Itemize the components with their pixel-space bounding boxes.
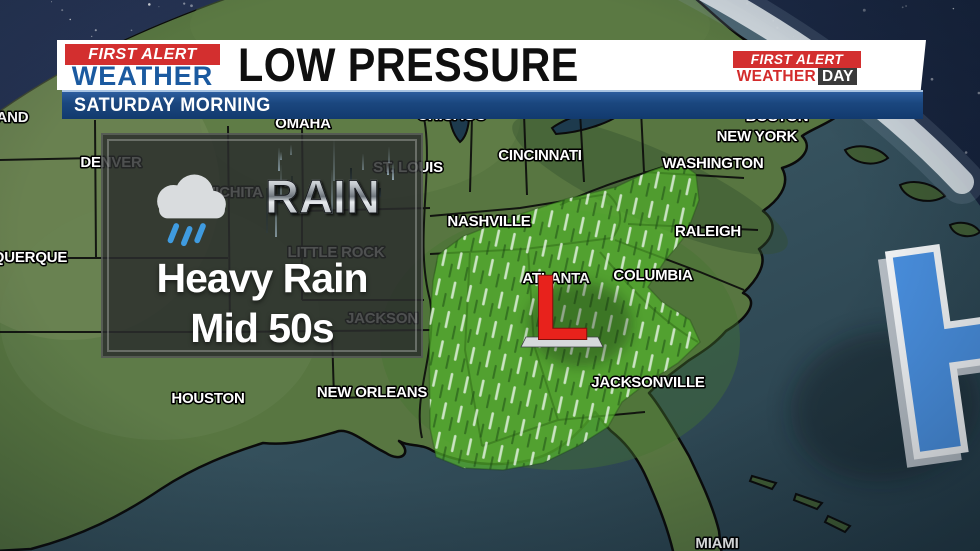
forecast-line-2: Mid 50s xyxy=(190,305,334,352)
islands xyxy=(748,145,980,534)
forecast-text: Heavy Rain Mid 50s xyxy=(103,253,421,353)
low-symbol: L xyxy=(533,257,589,359)
rain-headline: RAIN xyxy=(265,170,381,224)
logo-right-weather-day-row: WEATHER DAY xyxy=(733,68,861,85)
city-label-columbia: COLUMBIA xyxy=(613,267,693,284)
city-label-washington: WASHINGTON xyxy=(662,155,763,172)
city-label-jacksonville: JACKSONVILLE xyxy=(591,374,705,391)
rain-cloud-icon xyxy=(157,174,226,247)
city-label-new-orleans: NEW ORLEANS xyxy=(317,384,427,401)
city-label-nashville: NASHVILLE xyxy=(447,213,530,230)
first-alert-weather-logo: FIRST ALERT WEATHER xyxy=(65,44,223,91)
city-label-land: LAND xyxy=(0,109,29,126)
city-label-houston: HOUSTON xyxy=(171,390,244,407)
high-pressure-marker: H H xyxy=(790,164,980,530)
city-label-raleigh: RALEIGH xyxy=(675,223,741,240)
info-box-top: RAIN xyxy=(103,135,421,247)
forecast-info-box: RAIN Heavy Rain Mid 50s xyxy=(101,133,423,358)
forecast-line-1: Heavy Rain xyxy=(156,255,368,301)
time-banner-label: SATURDAY MORNING xyxy=(74,94,271,116)
low-marker-base xyxy=(520,336,604,348)
rain-headline-wrap: RAIN xyxy=(261,139,417,239)
time-banner: SATURDAY MORNING xyxy=(62,90,923,119)
city-label-cincinnati: CINCINNATI xyxy=(498,147,582,164)
logo-first-alert-badge: FIRST ALERT xyxy=(65,44,220,65)
logo-right-weather-text: WEATHER xyxy=(736,67,816,85)
high-symbol-extrusion: H xyxy=(859,179,980,523)
city-label-new-york: NEW YORK xyxy=(717,128,798,145)
banner-title: LOW PRESSURE xyxy=(238,38,579,91)
logo-right-first-alert-badge: FIRST ALERT xyxy=(733,51,861,68)
logo-weather-text: WEATHER xyxy=(71,61,214,91)
first-alert-weather-day-logo: FIRST ALERT WEATHER DAY xyxy=(733,51,863,85)
city-label-miami: MIAMI xyxy=(695,535,738,551)
low-pressure-marker: L xyxy=(520,256,632,366)
city-label-querque: QUERQUE xyxy=(0,249,67,266)
logo-right-day-badge: DAY xyxy=(818,68,858,85)
top-banner: FIRST ALERT WEATHER LOW PRESSURE FIRST A… xyxy=(57,40,926,90)
rain-streaks xyxy=(261,139,417,239)
